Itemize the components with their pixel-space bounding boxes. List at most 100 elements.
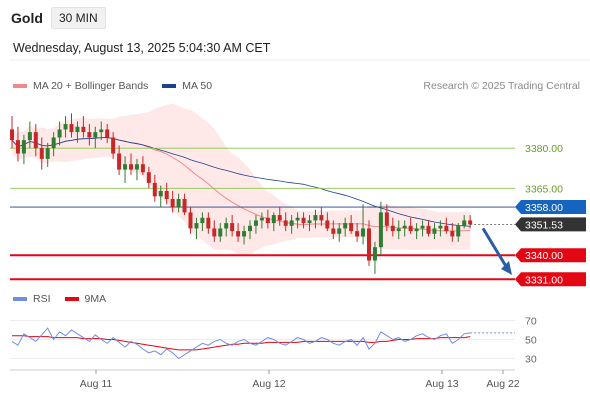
- candle-body: [182, 199, 187, 213]
- candle-body: [194, 223, 199, 229]
- rsi-legend-swatch: [13, 297, 27, 301]
- candle-body: [87, 132, 92, 138]
- candle-body: [349, 223, 354, 232]
- rsi-tick-label: 30: [525, 354, 537, 366]
- x-tick-label: Aug 11: [80, 378, 113, 390]
- forecast-arrow-shaft: [481, 227, 509, 269]
- candle-body: [444, 225, 449, 232]
- candle-body: [129, 164, 133, 170]
- candle-body: [15, 140, 20, 154]
- candle-body: [21, 140, 26, 154]
- datetime-label: Wednesday, August 13, 2025 5:04:30 AM CE…: [13, 41, 271, 55]
- instrument-title: Gold: [11, 10, 43, 26]
- candle-body: [313, 215, 318, 221]
- candle-body: [384, 212, 389, 226]
- candle-body: [140, 164, 145, 173]
- candle-body: [378, 212, 383, 248]
- candle-body: [75, 126, 80, 133]
- price-legend: MA 20 + Bollinger Bands MA 50: [13, 80, 212, 92]
- x-tick-label: Aug 12: [252, 378, 285, 390]
- candle-body: [57, 129, 62, 138]
- ma50-legend-label: MA 50: [182, 80, 213, 92]
- last-price-bg: [515, 217, 586, 232]
- candle-body: [81, 126, 86, 133]
- candle-body: [432, 228, 437, 234]
- candle-body: [390, 225, 395, 232]
- candle-body: [307, 220, 312, 224]
- candle-body: [111, 137, 116, 154]
- candle-body: [319, 215, 324, 221]
- candle-body: [402, 225, 407, 229]
- ma20-legend-swatch: [13, 84, 27, 88]
- ma50-legend-swatch: [162, 84, 177, 88]
- bollinger-band: [12, 103, 471, 255]
- candle-body: [45, 148, 50, 159]
- candle-body: [450, 231, 455, 237]
- rsi-tick-label: 50: [525, 335, 537, 347]
- candle-body: [230, 223, 235, 232]
- candle-body: [420, 225, 425, 229]
- x-tick-label: Aug 13: [425, 378, 458, 390]
- candle-body: [10, 129, 14, 141]
- level-label-bg: [515, 248, 586, 263]
- level-label-bg: [515, 272, 586, 287]
- candle-body: [212, 228, 217, 237]
- candle-body: [39, 148, 44, 159]
- candle-body: [123, 164, 128, 170]
- candle-body: [414, 228, 419, 232]
- candle-body: [337, 228, 342, 234]
- candle-body: [295, 217, 300, 221]
- candle-body: [93, 132, 98, 138]
- candle-body: [176, 199, 181, 208]
- candle-body: [188, 212, 193, 229]
- candle-body: [69, 124, 74, 133]
- candle-body: [259, 217, 264, 221]
- candle-body: [396, 228, 401, 232]
- level-label: 3331.00: [525, 274, 563, 286]
- candle-body: [224, 223, 229, 229]
- x-tick-label: Aug 22: [486, 378, 519, 390]
- rsi-ma-legend-label: 9MA: [84, 293, 107, 305]
- level-label-bg: [515, 200, 586, 215]
- candle-body: [218, 228, 223, 237]
- candle-body: [265, 217, 270, 224]
- candle-body: [468, 220, 473, 225]
- rsi-legend: RSI 9MA: [13, 293, 106, 305]
- candle-body: [99, 129, 104, 133]
- candle-body: [289, 220, 294, 226]
- level-label: 3340.00: [525, 250, 563, 262]
- level-label: 3380.00: [525, 143, 563, 155]
- candle-body: [27, 132, 32, 141]
- candle-body: [170, 199, 175, 208]
- ma20-legend-label: MA 20 + Bollinger Bands: [33, 80, 149, 92]
- research-credit: Research © 2025 Trading Central: [423, 80, 580, 92]
- candle-body: [408, 225, 413, 232]
- candle-body: [277, 215, 282, 221]
- ma50-line: [11, 137, 471, 227]
- candle-body: [462, 220, 467, 226]
- rsi-ma-line: [12, 335, 471, 351]
- candle-body: [456, 225, 461, 237]
- candle-body: [164, 190, 169, 200]
- candle-body: [426, 225, 431, 234]
- candle-body: [105, 129, 110, 138]
- candle-body: [236, 231, 241, 237]
- rsi-legend-label: RSI: [33, 293, 51, 305]
- timeframe-badge[interactable]: 30 MIN: [51, 7, 106, 29]
- candle-body: [117, 153, 122, 170]
- candle-body: [63, 124, 68, 130]
- candle-body: [33, 132, 38, 149]
- candle-body: [343, 223, 348, 229]
- candle-body: [158, 190, 163, 197]
- rsi-ma-legend-swatch: [64, 297, 79, 301]
- candle-body: [146, 172, 151, 183]
- last-price-label: 3351.53: [525, 219, 563, 231]
- candle-body: [152, 182, 157, 197]
- candle-body: [438, 225, 443, 229]
- candle-body: [242, 231, 247, 237]
- candle-body: [200, 217, 205, 224]
- candle-body: [361, 228, 366, 237]
- candle-body: [325, 220, 330, 229]
- candle-body: [134, 164, 139, 170]
